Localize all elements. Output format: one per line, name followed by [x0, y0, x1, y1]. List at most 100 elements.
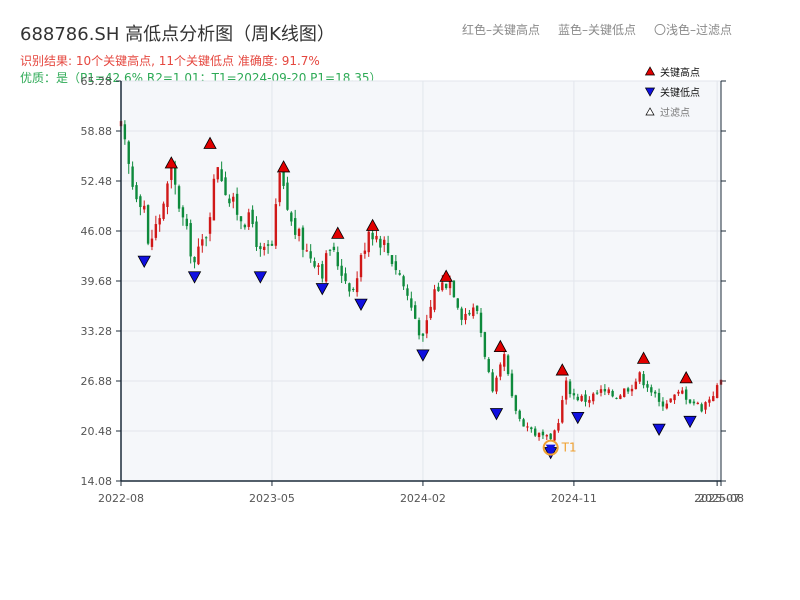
candle: [383, 236, 386, 253]
candle-body: [413, 305, 417, 319]
candle: [375, 230, 378, 243]
candle-body: [429, 306, 432, 319]
candle-body: [270, 243, 274, 246]
candle-body: [143, 205, 146, 210]
color-key-legend: 红色–关键高点 蓝色–关键低点 〇浅色–过滤点: [462, 21, 750, 38]
candle: [530, 426, 533, 433]
legend-label: 关键低点: [660, 86, 700, 99]
candle: [239, 216, 243, 230]
candle-body: [313, 261, 316, 267]
candle-body: [468, 312, 471, 315]
candle-body: [348, 283, 351, 292]
y-tick-label: 39.68: [81, 275, 113, 288]
candle: [251, 205, 254, 228]
candle: [460, 306, 463, 326]
candle: [417, 317, 421, 340]
candle: [321, 260, 324, 283]
candle: [336, 246, 339, 270]
candle-body: [297, 228, 301, 237]
t1-label: T1: [561, 441, 577, 455]
candle: [437, 282, 440, 292]
key-low-marker: [571, 412, 585, 425]
candle: [503, 348, 506, 372]
candle-body: [259, 246, 262, 250]
candle: [367, 227, 370, 257]
candle: [359, 253, 363, 282]
candle: [677, 389, 680, 396]
candle-body: [607, 389, 610, 394]
candle: [150, 229, 154, 251]
candle: [700, 402, 703, 413]
key-high-marker: [331, 226, 345, 239]
candle-body: [309, 251, 312, 259]
color-key-light: 〇浅色–过滤点: [654, 23, 733, 37]
candle-body: [665, 403, 669, 409]
candle: [328, 249, 332, 256]
candle: [340, 259, 343, 284]
candle: [630, 384, 634, 397]
candle: [290, 211, 293, 226]
candle-body: [623, 388, 626, 397]
candle: [259, 242, 262, 257]
candle-body: [278, 172, 281, 203]
candle-body: [123, 124, 127, 140]
candle-body: [212, 178, 216, 221]
candle-body: [410, 298, 413, 308]
candle-body: [286, 182, 289, 210]
candle: [611, 389, 614, 398]
y-tick-label: 46.08: [81, 225, 113, 238]
candle-body: [491, 372, 494, 392]
candle-body: [359, 254, 363, 278]
candle: [499, 362, 502, 381]
candle-body: [541, 431, 545, 436]
candle-body: [204, 237, 208, 239]
candle: [390, 255, 394, 267]
candle: [510, 369, 514, 398]
candle-body: [704, 402, 707, 410]
candle: [553, 429, 556, 443]
candle-body: [592, 393, 595, 402]
candle: [708, 396, 711, 407]
candle-body: [162, 203, 165, 219]
candle: [193, 256, 196, 269]
candle: [684, 386, 688, 405]
candle: [514, 394, 518, 415]
candle: [413, 301, 417, 320]
candle: [580, 394, 583, 402]
candle: [479, 307, 483, 338]
candle-body: [386, 242, 390, 254]
candle-body: [464, 313, 467, 321]
candle: [208, 212, 212, 242]
candle-body: [131, 166, 134, 187]
candle-body: [383, 239, 386, 245]
candle-body: [483, 332, 487, 357]
candle-body: [406, 288, 409, 296]
candle-body: [669, 398, 672, 403]
key-high-marker: [679, 371, 693, 384]
candle: [301, 225, 305, 258]
candle: [425, 314, 429, 339]
candle: [429, 299, 432, 320]
candle-body: [561, 400, 564, 423]
key-low-marker: [354, 298, 368, 311]
candle: [545, 434, 549, 441]
candle-body: [235, 193, 239, 215]
candle-body: [688, 399, 692, 403]
candle: [692, 399, 696, 406]
candle-body: [352, 288, 355, 290]
candle-body: [615, 397, 618, 399]
candle: [653, 390, 657, 398]
candle-body: [135, 185, 138, 200]
candle-body: [332, 246, 336, 251]
legend-label: 关键高点: [660, 66, 700, 79]
candle-body: [499, 364, 502, 377]
candle: [603, 384, 607, 396]
candle: [634, 378, 638, 390]
candle: [162, 201, 165, 221]
candle: [243, 223, 247, 230]
candle-body: [208, 217, 212, 234]
candle-body: [472, 307, 475, 317]
candle-body: [216, 167, 219, 180]
